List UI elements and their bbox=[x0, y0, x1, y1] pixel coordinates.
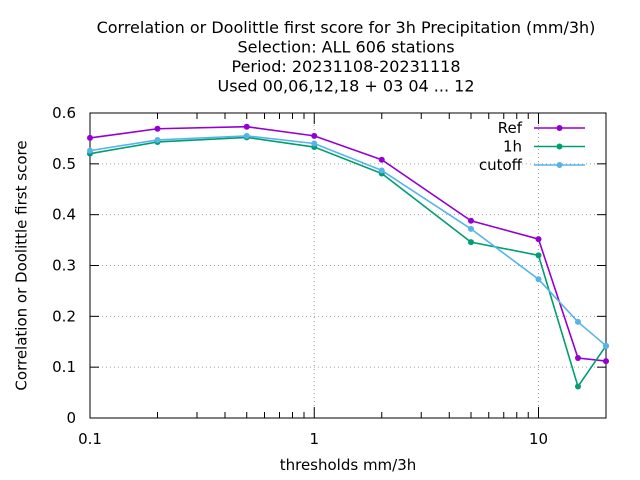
data-point bbox=[603, 358, 609, 365]
series-cutoff bbox=[87, 132, 609, 349]
data-point bbox=[311, 140, 318, 147]
data-point bbox=[535, 276, 542, 283]
x-tick-label: 1 bbox=[309, 430, 319, 448]
data-point bbox=[378, 167, 385, 174]
y-tick-label: 0.5 bbox=[52, 155, 76, 173]
title-line: Correlation or Doolittle first score for… bbox=[97, 18, 596, 37]
plot-frame bbox=[89, 112, 607, 419]
legend-marker bbox=[556, 143, 563, 150]
data-point bbox=[574, 383, 581, 390]
y-tick-label: 0.3 bbox=[52, 257, 76, 275]
data-point bbox=[574, 318, 581, 325]
data-point bbox=[535, 236, 542, 243]
data-point bbox=[87, 134, 93, 141]
legend-label: 1h bbox=[503, 138, 522, 156]
series bbox=[87, 123, 609, 390]
legend-label: cutoff bbox=[479, 156, 523, 174]
legend-marker bbox=[556, 125, 563, 131]
title-line: Selection: ALL 606 stations bbox=[237, 38, 454, 57]
chart-title: Correlation or Doolittle first score for… bbox=[97, 18, 596, 96]
series-1h bbox=[87, 134, 609, 390]
data-point bbox=[467, 217, 474, 224]
data-point bbox=[154, 125, 161, 132]
grid bbox=[90, 113, 606, 418]
data-point bbox=[574, 355, 581, 362]
x-axis-label: thresholds mm/3h bbox=[280, 456, 417, 474]
series-line bbox=[89, 136, 607, 389]
x-tick-label: 10 bbox=[529, 430, 548, 448]
data-point bbox=[467, 225, 474, 232]
data-point bbox=[603, 342, 609, 349]
data-point bbox=[243, 123, 250, 130]
legend-label: Ref bbox=[498, 119, 523, 137]
data-point bbox=[467, 239, 474, 246]
data-point bbox=[535, 252, 542, 259]
y-tick-label: 0.4 bbox=[52, 206, 76, 224]
axis-ticks: 00.10.20.30.40.50.60.1 1 10 bbox=[52, 104, 606, 448]
x-tick-label: 0.1 bbox=[78, 430, 102, 448]
title-line: Used 00,06,12,18 + 03 04 ... 12 bbox=[218, 77, 475, 96]
y-axis-label: Correlation or Doolittle first score bbox=[12, 140, 30, 390]
y-tick-label: 0.6 bbox=[52, 104, 76, 122]
data-point bbox=[378, 156, 385, 163]
legend-marker bbox=[556, 162, 563, 168]
data-point bbox=[87, 147, 93, 154]
y-tick-label: 0.2 bbox=[52, 307, 76, 325]
series-line bbox=[89, 135, 607, 347]
title-line: Period: 20231108-20231118 bbox=[231, 57, 460, 76]
y-tick-label: 0.1 bbox=[52, 358, 76, 376]
data-point bbox=[243, 132, 250, 139]
series-Ref bbox=[87, 123, 609, 365]
data-point bbox=[311, 132, 318, 139]
series-line bbox=[89, 125, 607, 362]
data-point bbox=[154, 136, 161, 143]
y-tick-label: 0 bbox=[66, 409, 76, 427]
